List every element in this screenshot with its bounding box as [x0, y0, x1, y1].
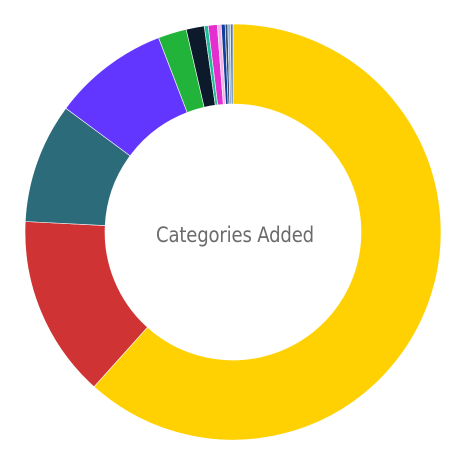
- pie-slice-1[interactable]: [93, 23, 442, 441]
- pie-slice-13[interactable]: [230, 23, 234, 105]
